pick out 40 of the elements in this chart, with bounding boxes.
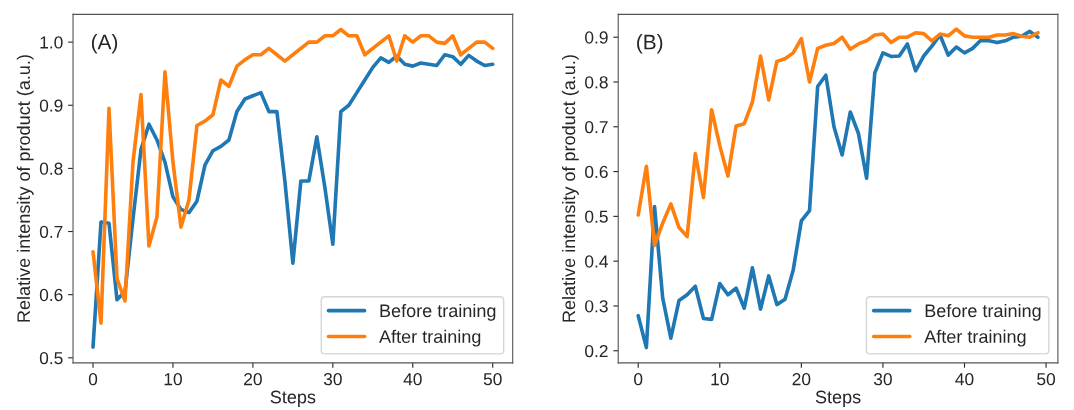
x-tick-label: 10 [711, 373, 729, 386]
y-tick-label: 0.7 [39, 225, 63, 238]
x-axis-title: Steps [270, 390, 316, 407]
line-series [91, 52, 495, 349]
y-axis-title: Relative intensity of product (a.u.) [561, 55, 579, 322]
x-tick-label: 30 [873, 373, 892, 386]
legend-label: After training [379, 329, 481, 347]
x-tick-label: 20 [792, 373, 811, 386]
line-series [636, 27, 1040, 248]
y-tick-label: 0.8 [39, 162, 63, 175]
line-series [91, 27, 495, 325]
x-tick-label: 50 [483, 373, 502, 386]
x-tick-label: 20 [244, 373, 262, 386]
annotation: (A) [91, 34, 118, 54]
y-axis-title: Relative intensity of product (a.u.) [16, 55, 34, 322]
y-tick-label: 0.5 [585, 210, 608, 223]
y-tick-label: 0.9 [39, 99, 63, 112]
y-tick-label: 0.6 [39, 288, 63, 302]
y-tick-label: 1.0 [40, 36, 63, 49]
y-tick-label: 0.7 [585, 120, 608, 134]
legend-label: Before training [925, 303, 1041, 321]
y-tick-label: 0.4 [585, 255, 608, 268]
x-tick-label: 10 [164, 373, 182, 386]
y-tick-label: 0.6 [585, 165, 608, 179]
y-tick-label: 0.3 [585, 300, 608, 313]
x-tick-label: 0 [88, 373, 98, 386]
x-tick-label: 50 [1037, 373, 1056, 386]
y-tick-label: 0.9 [585, 31, 608, 44]
x-tick-label: 0 [634, 373, 643, 386]
legend-label: Before training [380, 303, 496, 321]
y-tick-label: 0.8 [585, 76, 608, 89]
x-tick-label: 30 [323, 373, 342, 386]
legend-label: After training [924, 329, 1026, 347]
y-tick-label: 0.5 [39, 351, 63, 365]
annotation: (B) [637, 34, 663, 54]
line-series [636, 29, 1040, 350]
x-tick-label: 40 [403, 373, 422, 386]
x-axis-title: Steps [815, 390, 861, 407]
y-tick-label: 0.2 [585, 344, 608, 358]
x-tick-label: 40 [955, 373, 974, 386]
